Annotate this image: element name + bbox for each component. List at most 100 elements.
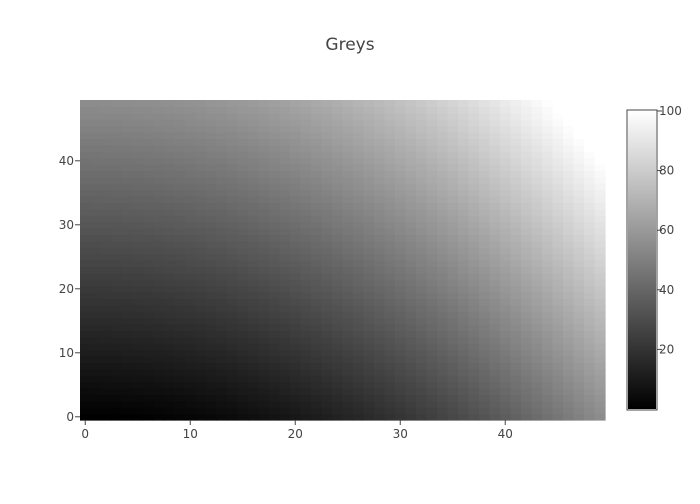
heatmap-cell — [290, 176, 302, 184]
heatmap-cell — [458, 285, 470, 293]
heatmap-cell — [363, 247, 375, 255]
heatmap-cell — [363, 266, 375, 274]
heatmap-cell — [258, 400, 270, 408]
heatmap-cell — [101, 215, 113, 223]
heatmap-cell — [395, 388, 407, 395]
heatmap-cell — [573, 144, 585, 152]
heatmap-cell — [227, 125, 239, 133]
heatmap-cell — [279, 266, 291, 274]
heatmap-cell — [248, 317, 260, 325]
heatmap-cell — [468, 247, 480, 255]
heatmap-cell — [542, 138, 554, 146]
heatmap-cell — [111, 208, 123, 216]
heatmap-cell — [227, 279, 239, 287]
heatmap-cell — [122, 100, 134, 107]
heatmap-cell — [290, 215, 302, 223]
heatmap-cell — [143, 138, 155, 146]
heatmap-cell — [153, 272, 165, 280]
heatmap-cell — [552, 266, 564, 274]
heatmap-cell — [279, 343, 291, 351]
heatmap-cell — [227, 311, 239, 319]
heatmap-cell — [447, 324, 459, 331]
heatmap-cell — [426, 407, 438, 415]
heatmap-cell — [90, 151, 102, 159]
heatmap-cell — [416, 112, 428, 120]
heatmap-cell — [185, 176, 197, 184]
heatmap-cell — [227, 298, 239, 306]
heatmap-cell — [479, 125, 491, 133]
heatmap-cell — [479, 170, 491, 178]
heatmap-cell — [500, 164, 512, 171]
colorbar-gradient — [628, 111, 656, 409]
heatmap-cell — [363, 368, 375, 376]
heatmap-cell — [500, 400, 512, 408]
heatmap-cell — [552, 349, 564, 357]
heatmap-cell — [510, 215, 522, 223]
heatmap-cell — [216, 106, 228, 114]
heatmap-cell — [584, 202, 596, 210]
heatmap-cell — [521, 202, 533, 210]
heatmap-cell — [153, 356, 165, 363]
heatmap-cell — [395, 381, 407, 389]
heatmap-cell — [584, 279, 596, 287]
heatmap-cell — [195, 234, 207, 242]
heatmap-cell — [563, 253, 575, 261]
heatmap-cell — [237, 343, 249, 351]
heatmap-cell — [206, 368, 218, 376]
heatmap-cell — [321, 260, 333, 267]
heatmap-cell — [258, 298, 270, 306]
heatmap-cell — [164, 375, 176, 383]
heatmap-cell — [80, 125, 92, 133]
heatmap-cell — [332, 144, 344, 152]
heatmap-cell — [269, 272, 281, 280]
heatmap-cell — [489, 317, 501, 325]
heatmap-cell — [479, 234, 491, 242]
heatmap-cell — [195, 144, 207, 152]
heatmap-cell — [489, 144, 501, 152]
heatmap-cell — [405, 221, 417, 229]
heatmap-cell — [437, 375, 449, 383]
heatmap-cell — [122, 215, 134, 223]
heatmap-cell — [227, 388, 239, 395]
heatmap-cell — [426, 388, 438, 395]
heatmap-cell — [258, 368, 270, 376]
heatmap-cell — [489, 304, 501, 312]
heatmap-cell — [468, 388, 480, 395]
heatmap-cell — [269, 324, 281, 331]
heatmap-cell — [479, 183, 491, 191]
heatmap-cell — [290, 151, 302, 159]
heatmap-cell — [132, 413, 144, 421]
heatmap-cell — [80, 221, 92, 229]
heatmap-cell — [258, 336, 270, 344]
heatmap-cell — [594, 247, 606, 255]
heatmap-cell — [269, 170, 281, 178]
heatmap-cell — [90, 407, 102, 415]
heatmap-cell — [290, 202, 302, 210]
heatmap-cell — [321, 234, 333, 242]
heatmap-cell — [395, 202, 407, 210]
heatmap-cell — [290, 292, 302, 299]
heatmap-cell — [248, 298, 260, 306]
heatmap-cell — [395, 215, 407, 223]
heatmap-cell — [132, 400, 144, 408]
heatmap-cell — [258, 330, 270, 338]
heatmap-cell — [458, 240, 470, 248]
heatmap-cell — [500, 125, 512, 133]
heatmap-cell — [563, 164, 575, 171]
heatmap-cell — [237, 413, 249, 421]
heatmap-cell — [542, 208, 554, 216]
heatmap-cell — [206, 349, 218, 357]
heatmap-cell — [468, 324, 480, 331]
heatmap-cell — [510, 356, 522, 363]
heatmap-cell — [447, 317, 459, 325]
heatmap-cell — [521, 125, 533, 133]
heatmap-cell — [395, 189, 407, 197]
heatmap-cell — [426, 208, 438, 216]
heatmap-cell — [447, 176, 459, 184]
heatmap-cell — [195, 292, 207, 299]
heatmap-cell — [552, 253, 564, 261]
heatmap-cell — [279, 202, 291, 210]
heatmap-cell — [122, 279, 134, 287]
heatmap-cell — [500, 240, 512, 248]
heatmap-cell — [384, 132, 396, 139]
